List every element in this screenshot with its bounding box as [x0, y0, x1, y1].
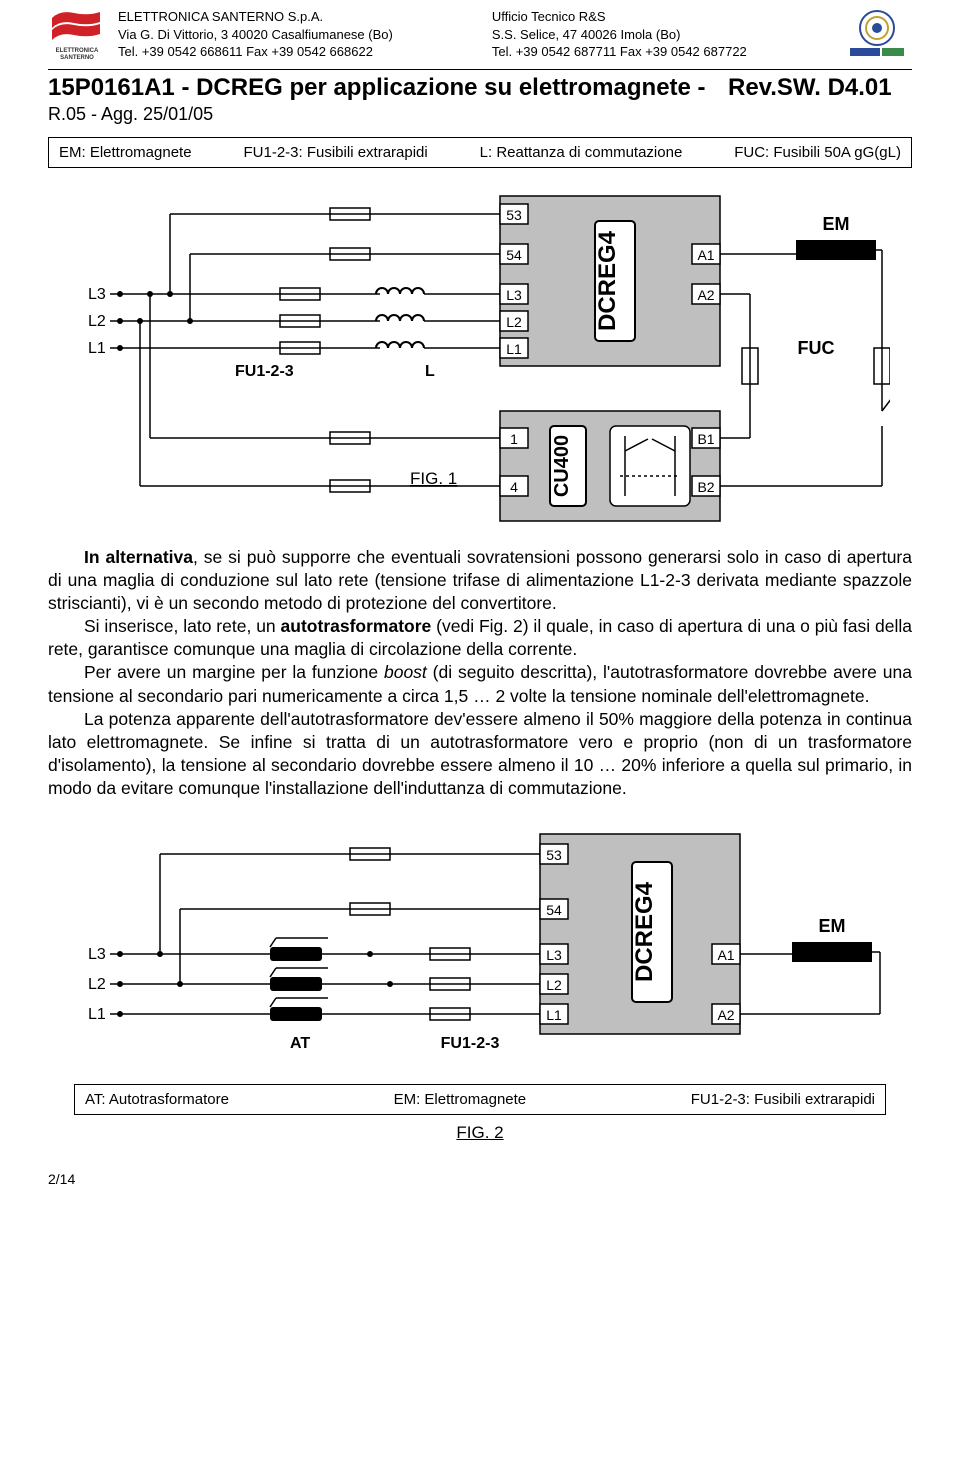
company-logo: ELETTRONICA SANTERNO — [48, 8, 106, 65]
svg-text:L3: L3 — [546, 947, 562, 963]
svg-text:L3: L3 — [88, 946, 106, 963]
company-name: ELETTRONICA SANTERNO S.p.A. — [118, 8, 488, 26]
svg-text:L1: L1 — [506, 341, 522, 357]
legend1-fu: FU1-2-3: Fusibili extrarapidi — [244, 144, 428, 161]
svg-text:4: 4 — [510, 479, 518, 495]
page-header: ELETTRONICA SANTERNO ELETTRONICA SANTERN… — [48, 0, 912, 67]
svg-text:AT: AT — [290, 1035, 310, 1052]
legend2-em: EM: Elettromagnete — [394, 1091, 527, 1108]
office-name: Ufficio Tecnico R&S — [492, 8, 812, 26]
doc-title-rev: Rev.SW. D4.01 — [728, 74, 892, 101]
legend1-l: L: Reattanza di commutazione — [480, 144, 683, 161]
legend2-fu: FU1-2-3: Fusibili extrarapidi — [691, 1091, 875, 1108]
svg-text:L1: L1 — [88, 1006, 106, 1023]
company-addr1: Via G. Di Vittorio, 3 40020 Casalfiumane… — [118, 26, 488, 44]
figure-2: DCREG4 53 54 L3 L2 L1 A1 A2 EM L3 L2 L1 — [48, 814, 912, 1074]
svg-text:CU400: CU400 — [551, 435, 573, 497]
svg-text:FIG. 1: FIG. 1 — [410, 469, 457, 488]
cert-logo — [842, 8, 912, 65]
svg-text:53: 53 — [506, 207, 522, 223]
svg-text:B1: B1 — [697, 431, 714, 447]
svg-text:54: 54 — [506, 247, 522, 263]
p3-b: boost — [384, 662, 427, 682]
p3-a: Per avere un margine per la funzione — [84, 662, 384, 682]
svg-text:FU1-2-3: FU1-2-3 — [441, 1035, 500, 1052]
company-tel1: Tel. +39 0542 668611 Fax +39 0542 668622 — [118, 43, 488, 61]
svg-text:54: 54 — [546, 902, 562, 918]
svg-text:DCREG4: DCREG4 — [631, 881, 658, 982]
doc-title-sub: R.05 - Agg. 25/01/05 — [48, 104, 912, 125]
svg-text:A1: A1 — [697, 247, 714, 263]
p2-a: Si inserisce, lato rete, un — [84, 616, 281, 636]
svg-text:L1: L1 — [546, 1007, 562, 1023]
svg-text:53: 53 — [546, 847, 562, 863]
svg-text:L2: L2 — [506, 314, 522, 330]
p1-lead: In alternativa — [84, 547, 193, 567]
doc-title-main: 15P0161A1 - DCREG per applicazione su el… — [48, 74, 706, 101]
doc-title-row: 15P0161A1 - DCREG per applicazione su el… — [48, 74, 912, 102]
fig2-caption: FIG. 2 — [48, 1123, 912, 1143]
header-address-block: ELETTRONICA SANTERNO S.p.A. Via G. Di Vi… — [118, 8, 830, 61]
svg-text:EM: EM — [823, 214, 850, 234]
svg-text:A2: A2 — [697, 287, 714, 303]
page-number: 2/14 — [48, 1171, 912, 1187]
figure-1: DCREG4 53 54 L3 L2 L1 A1 A2 EM — [48, 176, 912, 536]
fig1-legend: EM: Elettromagnete FU1-2-3: Fusibili ext… — [48, 137, 912, 168]
svg-text:FU1-2-3: FU1-2-3 — [235, 363, 294, 380]
fig2-legend: AT: Autotrasformatore EM: Elettromagnete… — [74, 1084, 886, 1115]
p2-b: autotrasformatore — [281, 616, 432, 636]
svg-text:L3: L3 — [506, 287, 522, 303]
svg-text:L: L — [425, 363, 435, 380]
svg-text:1: 1 — [510, 431, 518, 447]
svg-text:L3: L3 — [88, 286, 106, 303]
svg-text:A2: A2 — [717, 1007, 734, 1023]
office-addr: S.S. Selice, 47 40026 Imola (Bo) — [492, 26, 812, 44]
svg-text:L2: L2 — [546, 977, 562, 993]
legend2-at: AT: Autotrasformatore — [85, 1091, 229, 1108]
svg-text:ELETTRONICA: ELETTRONICA — [56, 48, 99, 54]
svg-text:DCREG4: DCREG4 — [594, 230, 621, 331]
office-tel: Tel. +39 0542 687711 Fax +39 0542 687722 — [492, 43, 812, 61]
svg-text:EM: EM — [819, 916, 846, 936]
svg-text:A1: A1 — [717, 947, 734, 963]
svg-text:L2: L2 — [88, 313, 106, 330]
body-text: In alternativa, se si può supporre che e… — [48, 546, 912, 800]
header-rule — [48, 69, 912, 70]
svg-text:FUC: FUC — [798, 338, 835, 358]
svg-text:L2: L2 — [88, 976, 106, 993]
svg-text:B2: B2 — [697, 479, 714, 495]
svg-text:L1: L1 — [88, 340, 106, 357]
p4: La potenza apparente dell'autotrasformat… — [48, 708, 912, 800]
legend1-fuc: FUC: Fusibili 50A gG(gL) — [734, 144, 901, 161]
svg-text:SANTERNO: SANTERNO — [60, 55, 94, 60]
legend1-em: EM: Elettromagnete — [59, 144, 192, 161]
